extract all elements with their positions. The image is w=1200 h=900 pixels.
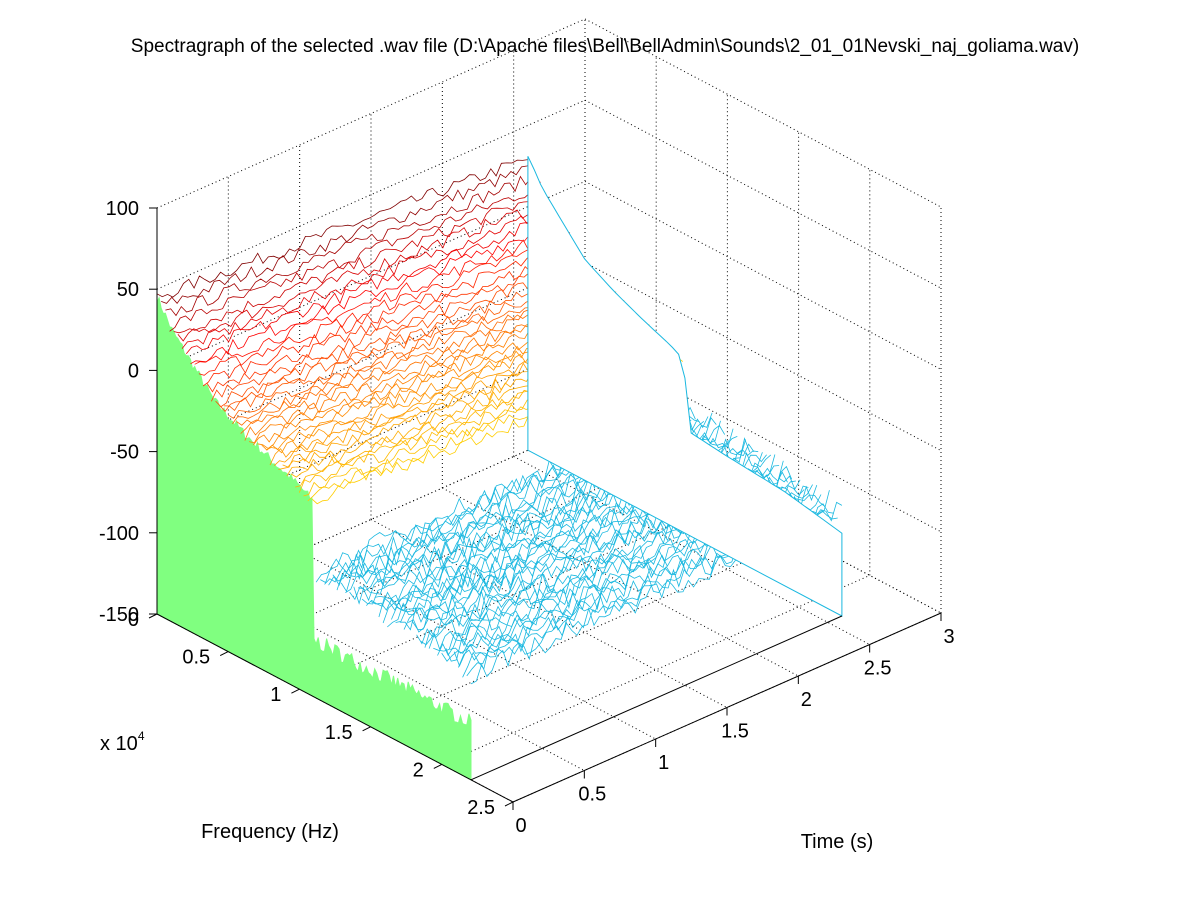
surface-ridge (198, 232, 571, 376)
y-tick-label: 0.5 (182, 647, 210, 669)
y-axis-exponent: x 104 (100, 729, 145, 755)
surface-ridge (190, 220, 562, 365)
surface-ridge (169, 181, 541, 332)
x-tick-label: 3 (943, 626, 954, 648)
surface-ridge (215, 264, 587, 408)
surface-ridge (177, 202, 550, 342)
z-tick-label: 100 (106, 198, 139, 220)
chart-title: Spectragraph of the selected .wav file (… (131, 36, 1079, 57)
y-tick (219, 651, 229, 657)
grid-line (156, 180, 586, 371)
axes-lines (148, 207, 942, 810)
tick-labels: 0 0.5 1 1.5 2 2.5 3 0 0.5 1 1.5 2 2.5 100 50 0 -50 -100 -1… (99, 198, 955, 837)
x-tick-label: 0.5 (578, 784, 606, 806)
x-tick-label: 2.5 (864, 658, 892, 680)
surface-ridge (206, 247, 579, 393)
surface-ridge (181, 209, 554, 349)
surface-ridge (165, 175, 537, 317)
surface-ridge (173, 191, 545, 334)
y-tick (433, 763, 443, 769)
y-tick-label: 1 (270, 684, 281, 706)
y-axis-line (156, 613, 514, 803)
surface-ridge (202, 244, 575, 387)
z-tick-label: 50 (117, 279, 139, 301)
y-tick (148, 613, 158, 619)
surface-ridge (194, 228, 566, 365)
surface-ridge (156, 159, 528, 298)
y-tick (291, 688, 300, 694)
surface-ridge (185, 216, 558, 354)
y-tick-label: 1.5 (325, 722, 353, 744)
grid-line (584, 99, 942, 289)
baseline (470, 615, 843, 781)
surface-ridge (211, 256, 583, 402)
y-tick-label: 2 (413, 759, 424, 781)
x-tick-label: 1 (658, 752, 669, 774)
z-tick-label: -50 (110, 442, 139, 464)
x-tick-label: 2 (801, 689, 812, 711)
front-curtain (156, 296, 472, 781)
y-tick (504, 801, 514, 807)
y-tick-label: 0 (128, 609, 139, 631)
z-tick-label: -100 (99, 523, 139, 545)
x-tick-label: 1.5 (721, 721, 749, 743)
z-tick-label: 0 (128, 360, 139, 382)
spectrogram-surface (156, 156, 843, 781)
y-tick (362, 726, 371, 732)
x-axis-label: Time (s) (801, 831, 874, 853)
y-tick-label: 2.5 (467, 797, 495, 819)
x-tick-label: 0 (515, 815, 526, 837)
end-wall (527, 156, 843, 617)
surface-ridge (161, 164, 533, 304)
y-axis-label: Frequency (Hz) (201, 821, 339, 843)
z-tick-label: -150 (99, 604, 139, 626)
